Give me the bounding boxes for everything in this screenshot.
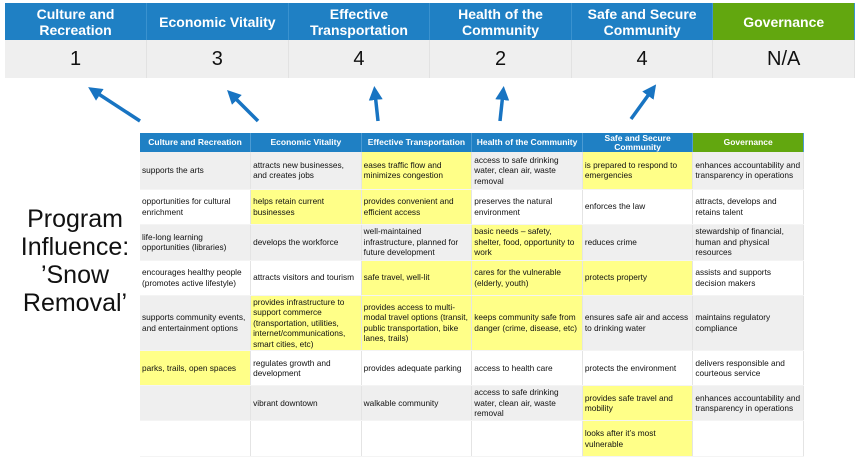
grid-header: Culture and Recreation xyxy=(140,133,252,152)
grid-cell: stewardship of financial, human and phys… xyxy=(692,224,804,261)
grid-cell: protects property xyxy=(582,260,694,296)
arrow-icon xyxy=(629,84,657,121)
grid-cell: vibrant downtown xyxy=(250,385,362,421)
grid-cell xyxy=(361,420,473,457)
grid-cell: basic needs – safety, shelter, food, opp… xyxy=(471,224,583,261)
grid-header: Governance xyxy=(692,133,804,152)
summary-header: Safe and Secure Community xyxy=(571,3,714,40)
grid-cell: reduces crime xyxy=(582,224,694,261)
grid-cell: safe travel, well-lit xyxy=(361,260,473,296)
summary-score: 2 xyxy=(429,40,572,78)
grid-cell: attracts new businesses, and creates job… xyxy=(250,152,362,190)
grid-header: Effective Transportation xyxy=(361,133,473,152)
grid-cell: helps retain current businesses xyxy=(250,189,362,225)
summary-header: Health of the Community xyxy=(429,3,572,40)
grid-cell: regulates growth and development xyxy=(250,350,362,386)
grid-cell: well-maintained infrastructure, planned … xyxy=(361,224,473,261)
program-influence-label: Program Influence: ’Snow Removal’ xyxy=(20,205,130,317)
grid-cell: keeps community safe from danger (crime,… xyxy=(471,295,583,351)
arrow-icon xyxy=(227,90,260,123)
grid-cell: access to safe drinking water, clean air… xyxy=(471,152,583,190)
grid-cell: enforces the law xyxy=(582,189,694,225)
grid-cell: looks after it’s most vulnerable xyxy=(582,420,694,457)
grid-row: supports community events, and entertain… xyxy=(140,295,804,351)
grid-header: Economic Vitality xyxy=(250,133,362,152)
grid-cell: maintains regulatory compliance xyxy=(692,295,804,351)
grid-row: life-long learning opportunities (librar… xyxy=(140,224,804,261)
grid-row: supports the arts attracts new businesses… xyxy=(140,152,804,190)
arrow-icon xyxy=(88,87,141,123)
grid-header: Safe and Secure Community xyxy=(582,133,694,152)
summary-table: Culture and Recreation Economic Vitality E… xyxy=(5,3,855,78)
summary-header: Economic Vitality xyxy=(146,3,289,40)
arrow-icon xyxy=(368,86,383,122)
grid-cell: attracts visitors and tourism xyxy=(250,260,362,296)
grid-cell: supports the arts xyxy=(140,152,252,190)
grid-row: encourages healthy people (promotes acti… xyxy=(140,260,804,296)
grid-cell xyxy=(471,420,583,457)
grid-cell: provides safe travel and mobility xyxy=(582,385,694,421)
grid-cell xyxy=(140,385,252,421)
grid-cell: is prepared to respond to emergencies xyxy=(582,152,694,190)
summary-score: 3 xyxy=(146,40,289,78)
arrow-icon xyxy=(495,86,510,122)
grid-cell: enhances accountability and transparency… xyxy=(692,385,804,421)
summary-score: 1 xyxy=(5,40,148,78)
grid-row: opportunities for cultural enrichment hel… xyxy=(140,189,804,225)
grid-cell: develops the workforce xyxy=(250,224,362,261)
grid-cell: opportunities for cultural enrichment xyxy=(140,189,252,225)
grid-cell xyxy=(140,420,252,457)
grid-cell: assists and supports decision makers xyxy=(692,260,804,296)
grid-cell: enhances accountability and transparency… xyxy=(692,152,804,190)
grid-cell xyxy=(692,420,804,457)
grid-cell: encourages healthy people (promotes acti… xyxy=(140,260,252,296)
grid-cell: life-long learning opportunities (librar… xyxy=(140,224,252,261)
grid-cell xyxy=(250,420,362,457)
grid-cell: attracts, develops and retains talent xyxy=(692,189,804,225)
grid-cell: ensures safe air and access to drinking … xyxy=(582,295,694,351)
grid-cell: provides infrastructure to support comme… xyxy=(250,295,362,351)
grid-cell: eases traffic flow and minimizes congest… xyxy=(361,152,473,190)
grid-cell: cares for the vulnerable (elderly, youth… xyxy=(471,260,583,296)
summary-score: N/A xyxy=(712,40,855,78)
grid-cell: preserves the natural environment xyxy=(471,189,583,225)
summary-header: Culture and Recreation xyxy=(5,3,148,40)
grid-cell: parks, trails, open spaces xyxy=(140,350,252,386)
influence-grid: Culture and Recreation Economic Vitality E… xyxy=(140,133,804,457)
grid-cell: access to safe drinking water, clean air… xyxy=(471,385,583,421)
grid-cell: provides convenient and efficient access xyxy=(361,189,473,225)
grid-cell: supports community events, and entertain… xyxy=(140,295,252,351)
grid-cell: walkable community xyxy=(361,385,473,421)
grid-cell: delivers responsible and courteous servi… xyxy=(692,350,804,386)
summary-header: Governance xyxy=(712,3,855,40)
grid-header: Health of the Community xyxy=(471,133,583,152)
grid-row: parks, trails, open spaces regulates grow… xyxy=(140,350,804,386)
arrows xyxy=(88,84,657,123)
grid-row: vibrant downtown walkable community access… xyxy=(140,385,804,421)
grid-row: looks after it’s most vulnerable xyxy=(140,420,804,457)
grid-cell: access to health care xyxy=(471,350,583,386)
summary-score: 4 xyxy=(571,40,714,78)
grid-cell: protects the environment xyxy=(582,350,694,386)
summary-score: 4 xyxy=(288,40,431,78)
summary-header: Effective Transportation xyxy=(288,3,431,40)
grid-cell: provides adequate parking xyxy=(361,350,473,386)
grid-cell: provides access to multi-modal travel op… xyxy=(361,295,473,351)
